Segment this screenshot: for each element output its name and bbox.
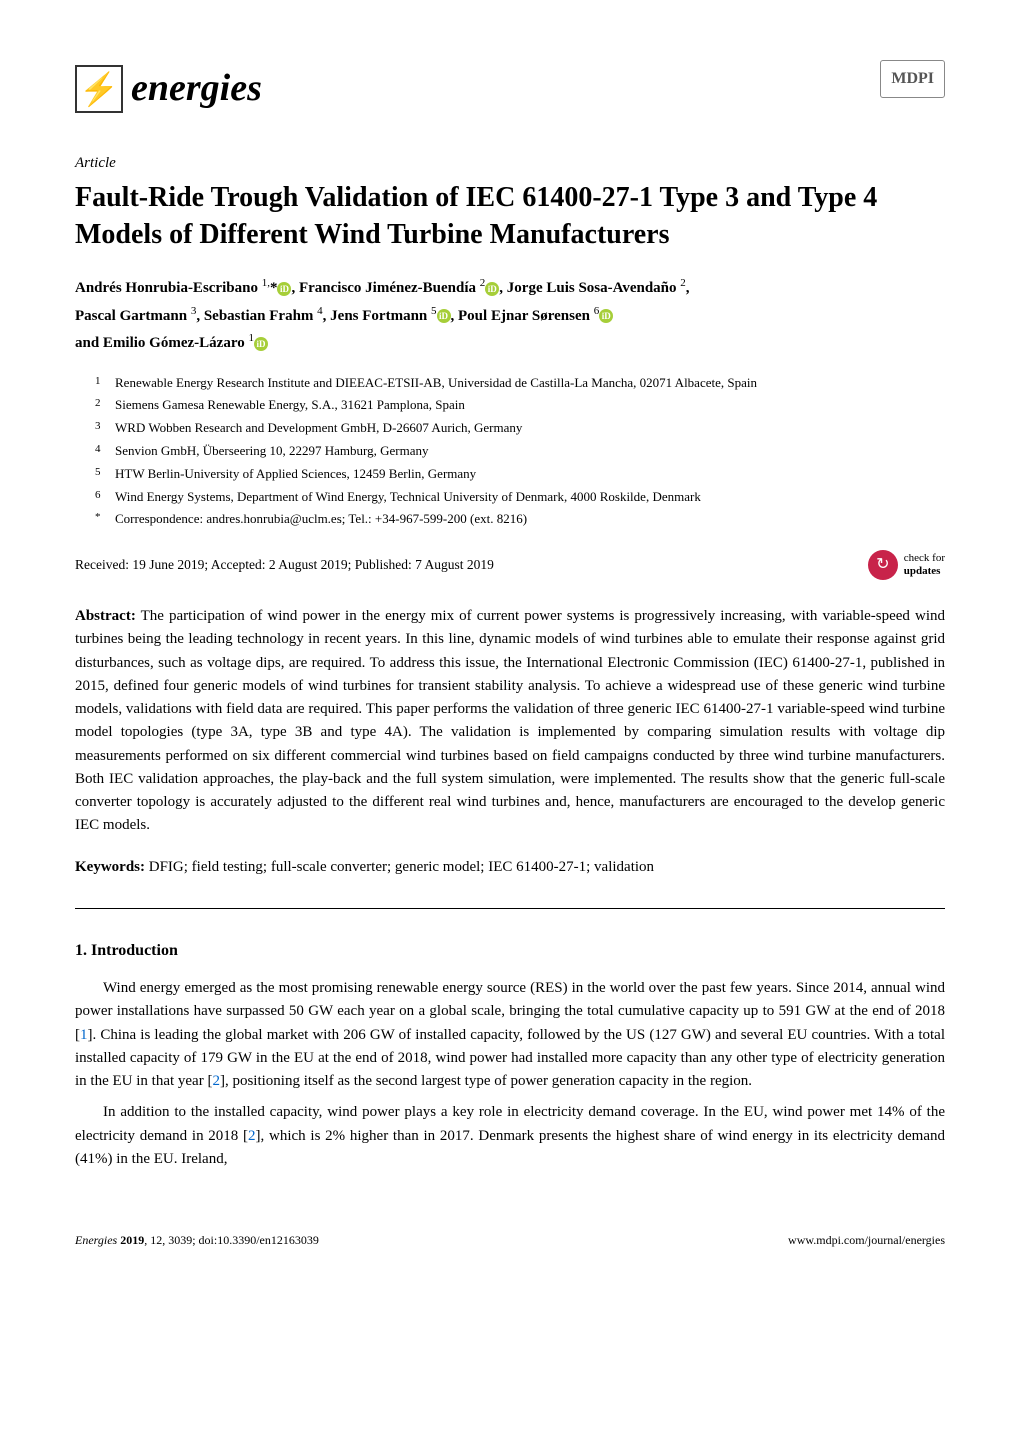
- affiliation-num: 2: [95, 395, 115, 416]
- author-6-sup: 5: [431, 305, 437, 317]
- affiliation-text: WRD Wobben Research and Development GmbH…: [115, 418, 945, 439]
- footer-journal: Energies: [75, 1233, 120, 1247]
- affiliation-row: 4 Senvion GmbH, Überseering 10, 22297 Ha…: [95, 441, 945, 462]
- author-4: Pascal Gartmann: [75, 308, 191, 324]
- affiliation-text: Wind Energy Systems, Department of Wind …: [115, 487, 945, 508]
- orcid-icon: iD: [254, 337, 268, 351]
- footer-right: www.mdpi.com/journal/energies: [788, 1231, 945, 1249]
- affiliation-row: 2 Siemens Gamesa Renewable Energy, S.A.,…: [95, 395, 945, 416]
- correspondence-star: *: [95, 509, 115, 530]
- ref-link[interactable]: 2: [248, 1128, 256, 1144]
- affiliation-text: HTW Berlin-University of Applied Science…: [115, 464, 945, 485]
- footer-year: 2019: [120, 1233, 144, 1247]
- check-line2: updates: [904, 565, 941, 577]
- bolt-icon: ⚡: [79, 65, 119, 113]
- affiliation-num: 3: [95, 418, 115, 439]
- author-7-prefix: , Poul Ejnar Sørensen: [451, 308, 594, 324]
- dates-row: Received: 19 June 2019; Accepted: 2 Augu…: [75, 550, 945, 580]
- journal-logo: ⚡ energies: [75, 60, 262, 117]
- author-2-prefix: , Francisco Jiménez-Buendía: [291, 280, 479, 296]
- logo-icon: ⚡: [75, 65, 123, 113]
- check-line1: check for: [904, 552, 945, 564]
- journal-name: energies: [131, 60, 262, 117]
- keywords: Keywords: DFIG; field testing; full-scal…: [75, 856, 945, 879]
- keywords-label: Keywords:: [75, 859, 145, 875]
- affiliation-num: 5: [95, 464, 115, 485]
- abstract-label: Abstract:: [75, 608, 136, 624]
- affiliations-block: 1 Renewable Energy Research Institute an…: [75, 373, 945, 531]
- authors-block: Andrés Honrubia-Escribano 1,*iD, Francis…: [75, 274, 945, 357]
- abstract-text: The participation of wind power in the e…: [75, 608, 945, 833]
- publication-dates: Received: 19 June 2019; Accepted: 2 Augu…: [75, 555, 494, 575]
- comma: ,: [686, 280, 690, 296]
- affiliation-row: 1 Renewable Energy Research Institute an…: [95, 373, 945, 394]
- body-paragraph: In addition to the installed capacity, w…: [75, 1101, 945, 1171]
- check-updates-text: check for updates: [904, 552, 945, 578]
- section-heading: 1. Introduction: [75, 939, 945, 963]
- orcid-icon: iD: [437, 309, 451, 323]
- para-text: ], positioning itself as the second larg…: [220, 1073, 752, 1089]
- corresponding-star: *: [270, 280, 278, 296]
- footer-citation: , 12, 3039; doi:10.3390/en12163039: [144, 1233, 319, 1247]
- affiliation-row: 6 Wind Energy Systems, Department of Win…: [95, 487, 945, 508]
- affiliation-text: Renewable Energy Research Institute and …: [115, 373, 945, 394]
- affiliation-num: 6: [95, 487, 115, 508]
- affiliation-num: 4: [95, 441, 115, 462]
- orcid-icon: iD: [485, 282, 499, 296]
- keywords-text: DFIG; field testing; full-scale converte…: [145, 859, 654, 875]
- author-8-prefix: and Emilio Gómez-Lázaro: [75, 335, 248, 351]
- author-3-prefix: , Jorge Luis Sosa-Avendaño: [499, 280, 680, 296]
- affiliation-row: 5 HTW Berlin-University of Applied Scien…: [95, 464, 945, 485]
- author-1-sup: 1,: [262, 277, 270, 289]
- affiliation-text: Siemens Gamesa Renewable Energy, S.A., 3…: [115, 395, 945, 416]
- footer: Energies 2019, 12, 3039; doi:10.3390/en1…: [75, 1231, 945, 1249]
- affiliation-row: 3 WRD Wobben Research and Development Gm…: [95, 418, 945, 439]
- body-paragraph: Wind energy emerged as the most promisin…: [75, 977, 945, 1093]
- affiliation-row: * Correspondence: andres.honrubia@uclm.e…: [95, 509, 945, 530]
- header-row: ⚡ energies MDPI: [75, 60, 945, 117]
- footer-left: Energies 2019, 12, 3039; doi:10.3390/en1…: [75, 1231, 319, 1249]
- publisher-logo: MDPI: [880, 60, 945, 98]
- ref-link[interactable]: 1: [80, 1027, 88, 1043]
- check-updates-badge[interactable]: ↻ check for updates: [868, 550, 945, 580]
- article-type: Article: [75, 152, 945, 175]
- author-6-prefix: , Jens Fortmann: [323, 308, 431, 324]
- affiliation-num: 1: [95, 373, 115, 394]
- separator: [75, 908, 945, 909]
- article-title: Fault-Ride Trough Validation of IEC 6140…: [75, 179, 945, 255]
- affiliation-text: Senvion GmbH, Überseering 10, 22297 Hamb…: [115, 441, 945, 462]
- ref-link[interactable]: 2: [212, 1073, 220, 1089]
- author-1: Andrés Honrubia-Escribano: [75, 280, 262, 296]
- author-5-prefix: , Sebastian Frahm: [196, 308, 317, 324]
- check-updates-icon: ↻: [868, 550, 898, 580]
- orcid-icon: iD: [277, 282, 291, 296]
- correspondence-text: Correspondence: andres.honrubia@uclm.es;…: [115, 509, 945, 530]
- abstract: Abstract: The participation of wind powe…: [75, 605, 945, 838]
- orcid-icon: iD: [599, 309, 613, 323]
